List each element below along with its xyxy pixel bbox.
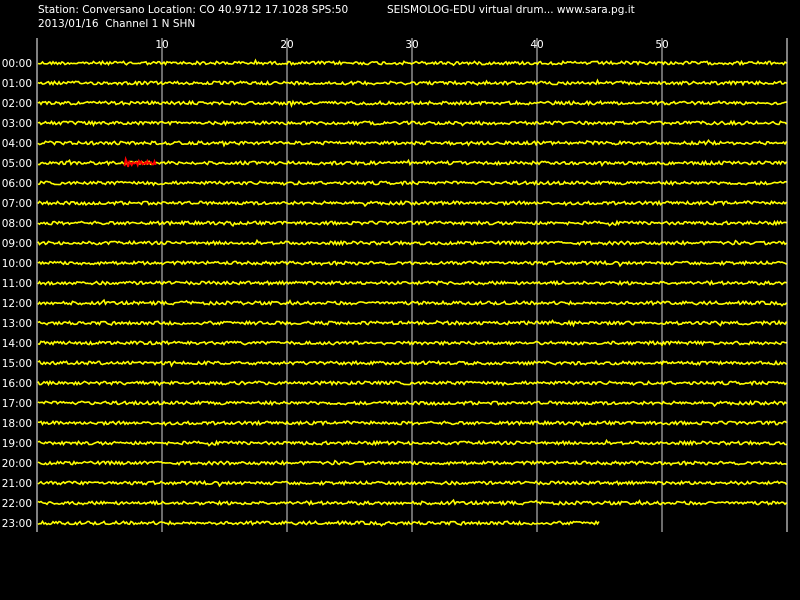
hour-label: 14:00 [2, 338, 32, 350]
hour-label: 09:00 [2, 238, 32, 250]
trace-layer [37, 58, 788, 527]
hour-label: 20:00 [2, 458, 32, 470]
minute-tick-label: 20 [280, 39, 293, 51]
app-title: SEISMOLOG-EDU virtual drum... www.sara.p… [387, 4, 635, 16]
hour-trace [37, 319, 788, 328]
hour-label: 06:00 [2, 178, 32, 190]
label-layer: 10 20 30 40 50 00:00 01:00 02:00 03:00 04:00 05:00… [2, 39, 669, 530]
hour-trace [37, 199, 788, 208]
hour-trace [37, 158, 788, 168]
hour-label: 00:00 [2, 58, 32, 70]
hour-trace [37, 399, 788, 408]
hour-label: 16:00 [2, 378, 32, 390]
hour-label: 07:00 [2, 198, 32, 210]
hour-trace [37, 419, 788, 428]
seismic-event-marker [123, 155, 157, 168]
minute-grid [36, 38, 788, 532]
hour-label: 04:00 [2, 138, 32, 150]
hour-label: 22:00 [2, 498, 32, 510]
hour-trace [37, 99, 787, 109]
minute-tick-label: 30 [405, 39, 418, 51]
hour-label: 05:00 [2, 158, 32, 170]
hour-label: 08:00 [2, 218, 32, 230]
hour-trace [37, 138, 788, 148]
hour-label: 21:00 [2, 478, 32, 490]
hour-trace [37, 58, 787, 67]
hour-trace [37, 498, 788, 507]
hour-trace [37, 438, 787, 447]
hour-label: 23:00 [2, 518, 32, 530]
hour-trace [37, 78, 787, 87]
hour-trace [37, 238, 787, 247]
hour-label: 15:00 [2, 358, 32, 370]
hour-trace [37, 179, 787, 187]
minute-tick-label: 40 [530, 39, 543, 51]
hour-label: 01:00 [2, 78, 32, 90]
hour-label: 13:00 [2, 318, 32, 330]
hour-label: 10:00 [2, 258, 32, 270]
minute-tick-label: 50 [655, 39, 668, 51]
hour-trace [37, 119, 788, 128]
hour-label: 18:00 [2, 418, 32, 430]
station-info: Station: Conversano Location: CO 40.9712… [38, 4, 349, 16]
hour-trace [37, 219, 787, 228]
hour-trace [37, 279, 787, 287]
hour-label: 17:00 [2, 398, 32, 410]
minute-tick-label: 10 [155, 39, 168, 51]
hour-trace [37, 359, 788, 368]
hour-trace [37, 479, 788, 488]
hour-trace [37, 519, 600, 527]
hour-label: 12:00 [2, 298, 32, 310]
hour-label: 19:00 [2, 438, 32, 450]
hour-label: 11:00 [2, 278, 32, 290]
hour-trace [37, 340, 787, 348]
hour-trace [37, 459, 787, 467]
hour-label: 02:00 [2, 98, 32, 110]
date-channel-info: 2013/01/16 Channel 1 N SHN [38, 18, 196, 30]
hour-trace [37, 298, 788, 307]
hour-label: 03:00 [2, 118, 32, 130]
hour-trace [37, 259, 787, 268]
hour-trace [37, 379, 788, 387]
